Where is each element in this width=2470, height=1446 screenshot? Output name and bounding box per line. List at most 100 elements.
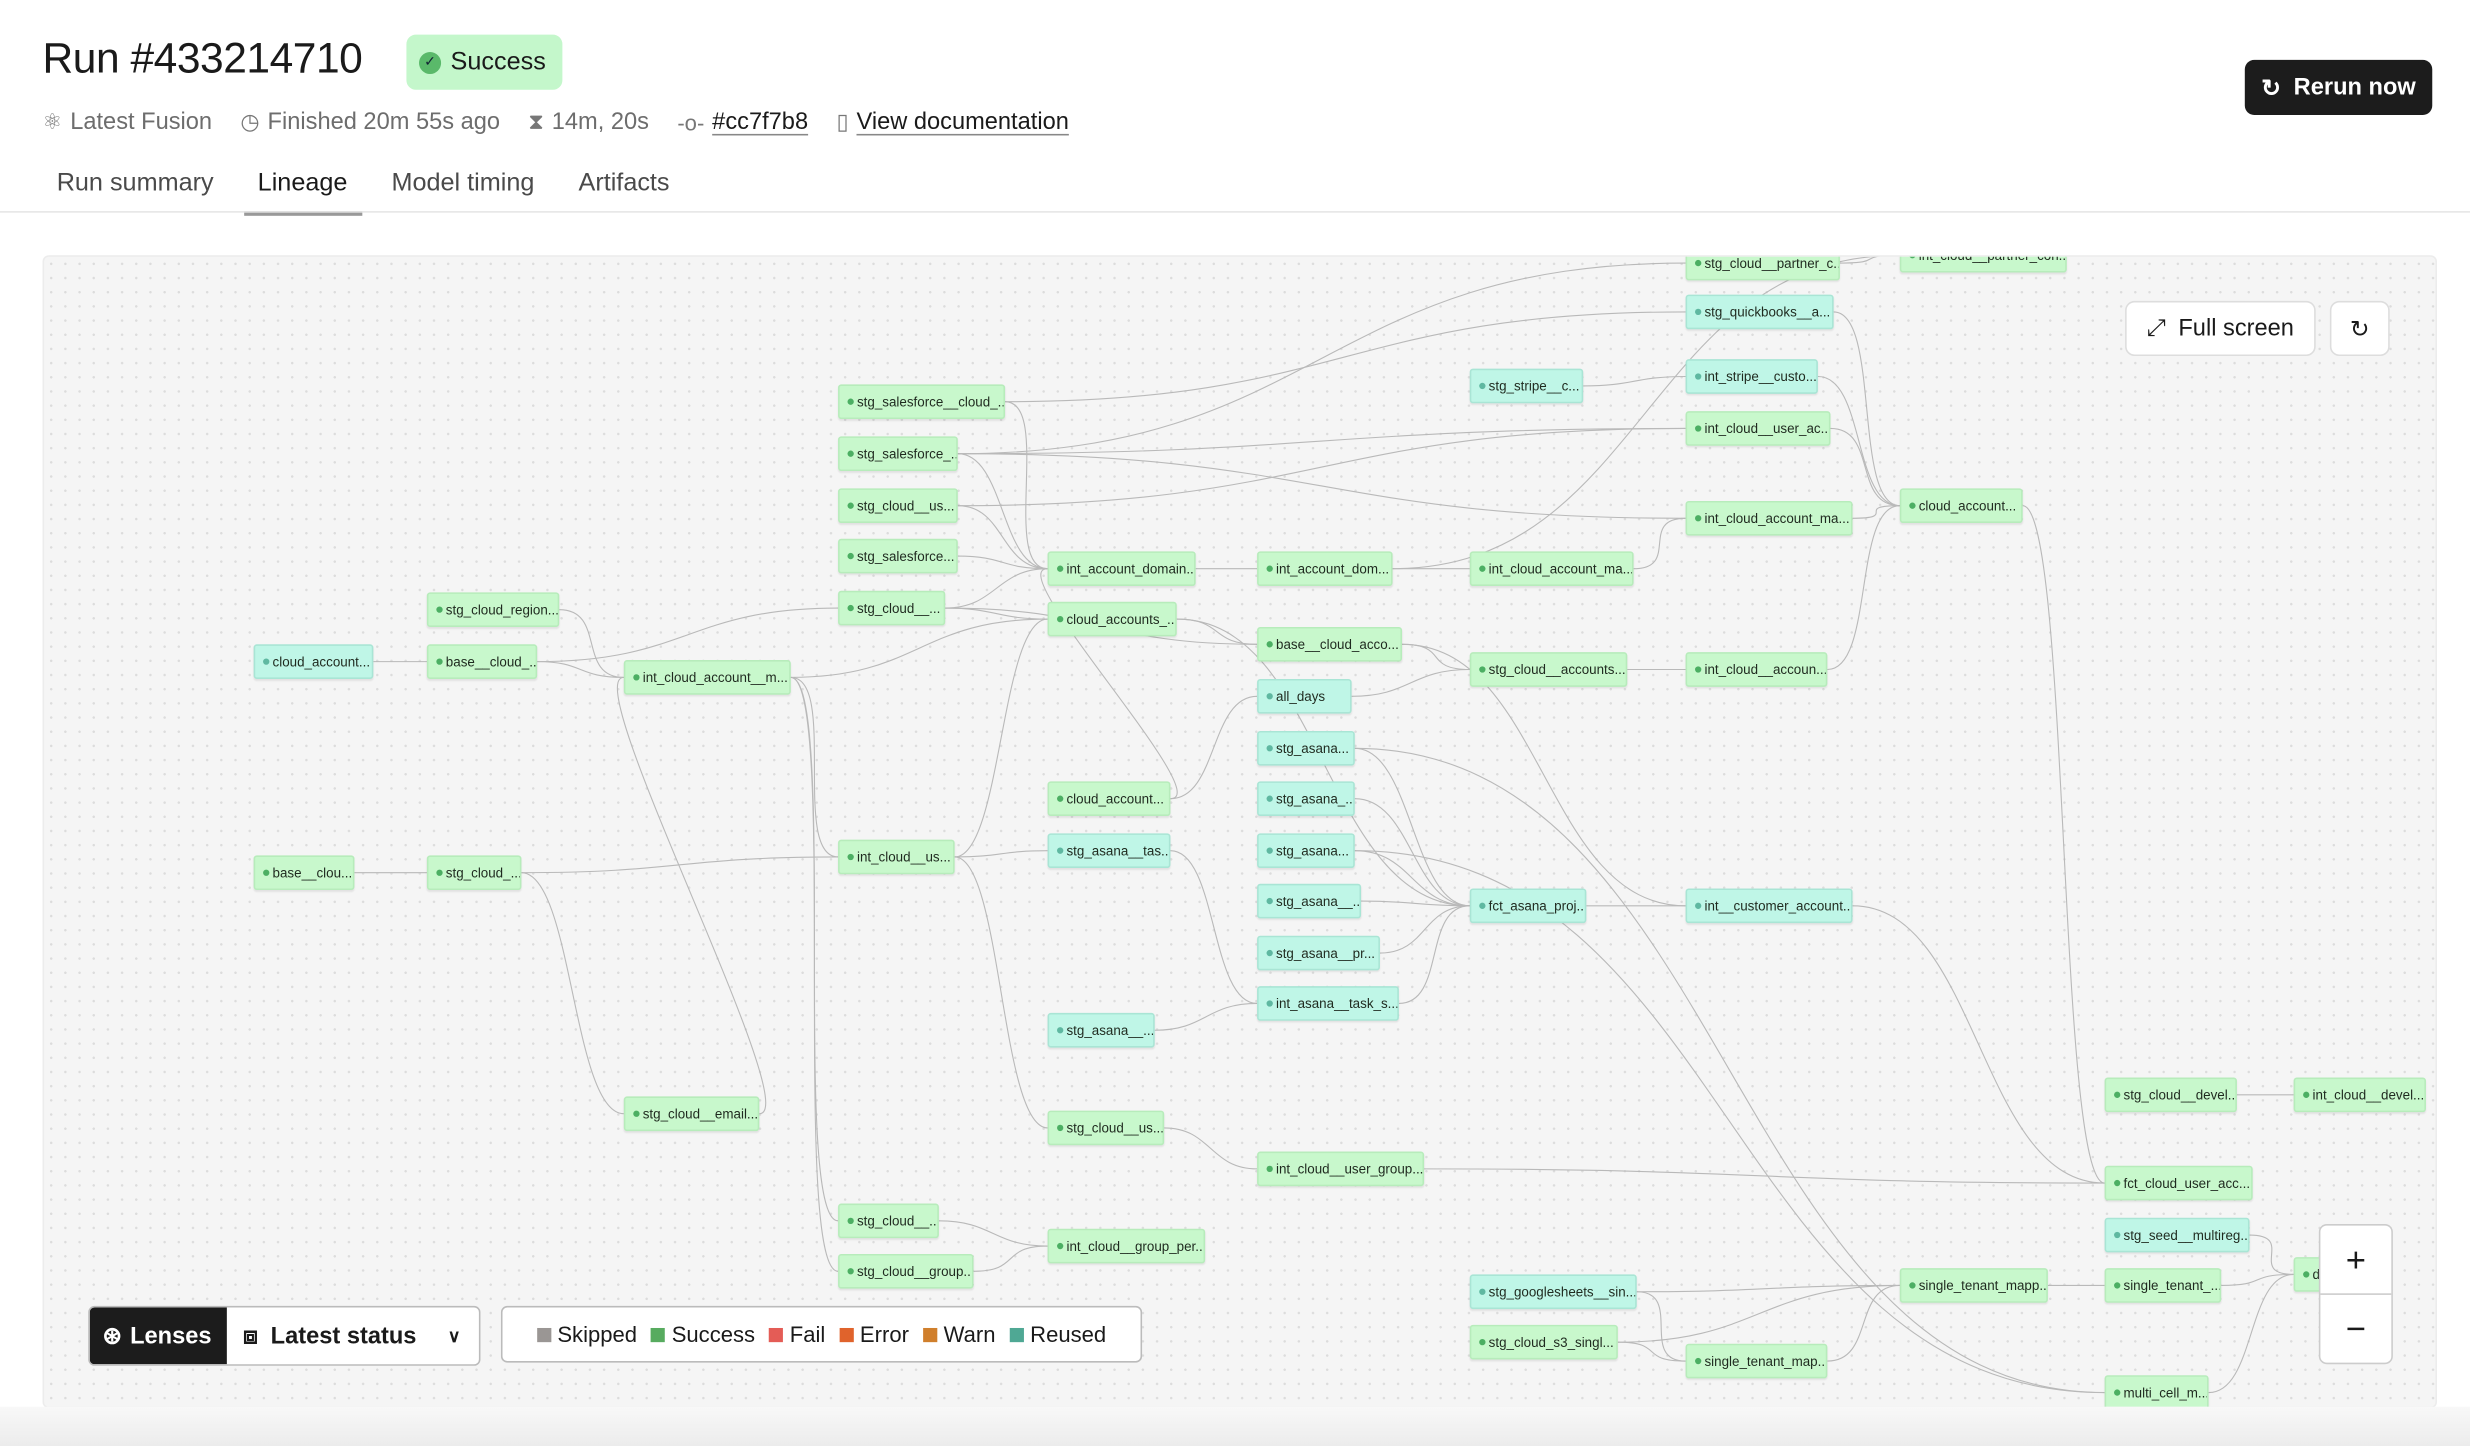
- lenses-control: ⊛ Lenses ⧈ Latest status ∨: [88, 1305, 481, 1366]
- commit-link[interactable]: #cc7f7b8: [712, 108, 809, 136]
- tab-artifacts[interactable]: Artifacts: [578, 170, 670, 197]
- node-label: int__customer_account...: [1704, 897, 1853, 914]
- node-label: stg_cloud__...: [856, 1212, 939, 1229]
- zoom-in-button[interactable]: +: [2345, 1238, 2366, 1279]
- node-label: stg_cloud__us...: [856, 497, 955, 514]
- legend-swatch-icon: [769, 1327, 784, 1342]
- tab-model-timing[interactable]: Model timing: [391, 170, 535, 197]
- graph-node[interactable]: stg_asana__tas...: [1047, 833, 1171, 868]
- graph-node[interactable]: stg_cloud__email...: [623, 1096, 760, 1132]
- graph-node[interactable]: stg_salesforce...: [838, 538, 958, 574]
- graph-node[interactable]: stg_salesforce__cloud_...: [838, 384, 1006, 420]
- graph-node[interactable]: stg_cloud__us...: [838, 488, 958, 523]
- graph-node[interactable]: stg_stripe__c...: [1469, 368, 1584, 404]
- graph-node[interactable]: int_cloud_account_ma...: [1469, 551, 1634, 587]
- graph-node[interactable]: cloud_account...: [253, 644, 374, 679]
- graph-node[interactable]: multi_cell_m...: [2104, 1375, 2209, 1407]
- view-documentation-link[interactable]: View documentation: [856, 108, 1069, 136]
- node-label: stg_cloud_s3_singl...: [1488, 1334, 1614, 1351]
- graph-edge: [957, 453, 1048, 570]
- graph-node[interactable]: int_cloud__user_ac...: [1685, 411, 1831, 446]
- graph-node[interactable]: stg_googlesheets__sin...: [1469, 1274, 1637, 1310]
- node-label: int_cloud__user_group...: [1275, 1160, 1424, 1177]
- graph-edge: [1830, 427, 1900, 507]
- graph-node[interactable]: stg_cloud__...: [838, 1203, 939, 1239]
- graph-node[interactable]: base__clou...: [253, 855, 355, 891]
- lineage-graph[interactable]: cloud_account... stg_cloud_region... base_…: [42, 255, 2437, 1409]
- graph-node[interactable]: int_cloud__group_per...: [1047, 1228, 1206, 1264]
- graph-node[interactable]: cloud_account...: [1899, 488, 2023, 523]
- graph-node[interactable]: fct_cloud_user_acc...: [2104, 1165, 2253, 1201]
- node-label: stg_asana__pr...: [1275, 945, 1376, 961]
- node-label: int_cloud__partner_con...: [1918, 255, 2067, 264]
- graph-node[interactable]: int_asana__task_s...: [1257, 986, 1399, 1021]
- graph-node[interactable]: int__customer_account...: [1685, 888, 1853, 924]
- graph-node[interactable]: all_days: [1257, 678, 1352, 714]
- graph-edge: [1827, 505, 1900, 671]
- graph-node[interactable]: stg_asana__...: [1257, 883, 1362, 919]
- node-label: stg_cloud__accounts...: [1488, 661, 1626, 678]
- graph-node[interactable]: stg_quickbooks__a...: [1685, 294, 1834, 330]
- graph-node[interactable]: stg_cloud__accounts...: [1469, 652, 1628, 687]
- document-icon: ▯: [836, 108, 849, 134]
- graph-node[interactable]: stg_asana...: [1257, 730, 1355, 766]
- graph-edge: [1852, 505, 1900, 519]
- graph-node[interactable]: single_tenant_map...: [1685, 1343, 1828, 1379]
- node-label: single_tenant_...: [2123, 1277, 2222, 1294]
- graph-node[interactable]: stg_cloud__group...: [838, 1253, 974, 1289]
- status-dot-icon: [847, 450, 854, 457]
- reset-view-button[interactable]: ↻: [2329, 300, 2390, 357]
- graph-node[interactable]: stg_cloud__us...: [1047, 1110, 1165, 1146]
- lens-select[interactable]: ⧈ Latest status ∨: [227, 1307, 479, 1364]
- full-screen-button[interactable]: ⤢ Full screen: [2125, 300, 2316, 357]
- graph-node[interactable]: single_tenant_mapp...: [1899, 1268, 2048, 1303]
- zoom-out-button[interactable]: −: [2320, 1293, 2392, 1362]
- refresh-icon: ↻: [2349, 315, 2370, 343]
- graph-node[interactable]: stg_cloud_region...: [426, 592, 560, 627]
- aperture-icon: ⊛: [102, 1323, 123, 1351]
- status-dot-icon: [1909, 502, 1916, 509]
- graph-node[interactable]: cloud_account...: [1047, 781, 1171, 817]
- rerun-now-button[interactable]: ↻ Rerun now: [2244, 59, 2433, 115]
- graph-node[interactable]: int_cloud__accoun...: [1685, 652, 1828, 687]
- graph-node[interactable]: base__cloud_acco...: [1257, 626, 1403, 662]
- graph-node[interactable]: int_cloud__us...: [838, 839, 955, 875]
- graph-node[interactable]: base__cloud_...: [426, 644, 538, 679]
- legend-item: Reused: [1009, 1322, 1106, 1347]
- graph-node[interactable]: stg_cloud__partner_c...: [1685, 256, 1840, 281]
- lens-selected-value: Latest status: [270, 1322, 417, 1350]
- graph-node[interactable]: stg_cloud__devel...: [2104, 1077, 2237, 1113]
- graph-edge: [1424, 1168, 2105, 1184]
- graph-node[interactable]: int_account_dom...: [1257, 551, 1393, 587]
- tab-run-summary[interactable]: Run summary: [56, 170, 214, 197]
- node-label: int_cloud_account_ma...: [1704, 510, 1850, 527]
- graph-node[interactable]: int_cloud_account__m...: [623, 660, 791, 695]
- graph-node[interactable]: stg_asana_...: [1257, 781, 1355, 817]
- graph-node[interactable]: stg_seed__multireg...: [2104, 1217, 2250, 1253]
- legend-item: Fail: [769, 1322, 825, 1347]
- tab-lineage[interactable]: Lineage: [243, 167, 362, 216]
- expand-icon: ⤢: [2146, 315, 2166, 342]
- graph-node[interactable]: stg_cloud_s3_singl...: [1469, 1324, 1618, 1360]
- graph-node[interactable]: int_cloud__user_group...: [1257, 1151, 1425, 1187]
- graph-node[interactable]: int_account_domain...: [1047, 551, 1196, 587]
- status-dot-icon: [1695, 902, 1702, 909]
- graph-node[interactable]: stg_cloud_...: [426, 855, 522, 891]
- graph-node[interactable]: int_cloud__devel...: [2293, 1077, 2426, 1113]
- graph-node[interactable]: stg_asana__pr...: [1257, 935, 1380, 971]
- graph-node[interactable]: stg_asana__...: [1047, 1012, 1155, 1048]
- graph-node[interactable]: stg_salesforce_...: [838, 436, 958, 472]
- lenses-label: ⊛ Lenses: [89, 1307, 228, 1365]
- graph-edge: [521, 856, 839, 874]
- graph-node[interactable]: stg_asana...: [1257, 833, 1355, 868]
- graph-node[interactable]: int_cloud__partner_con...: [1899, 255, 2067, 273]
- graph-edge: [1170, 695, 1258, 800]
- graph-node[interactable]: int_cloud_account_ma...: [1685, 500, 1853, 536]
- graph-node[interactable]: single_tenant_...: [2104, 1268, 2222, 1303]
- graph-node[interactable]: cloud_accounts_...: [1047, 601, 1177, 637]
- graph-node[interactable]: fct_asana_proj...: [1469, 888, 1587, 924]
- legend-label: Skipped: [557, 1321, 638, 1347]
- status-dot-icon: [1695, 666, 1702, 673]
- graph-node[interactable]: int_stripe__custo...: [1685, 359, 1818, 394]
- graph-node[interactable]: stg_cloud__...: [838, 590, 946, 626]
